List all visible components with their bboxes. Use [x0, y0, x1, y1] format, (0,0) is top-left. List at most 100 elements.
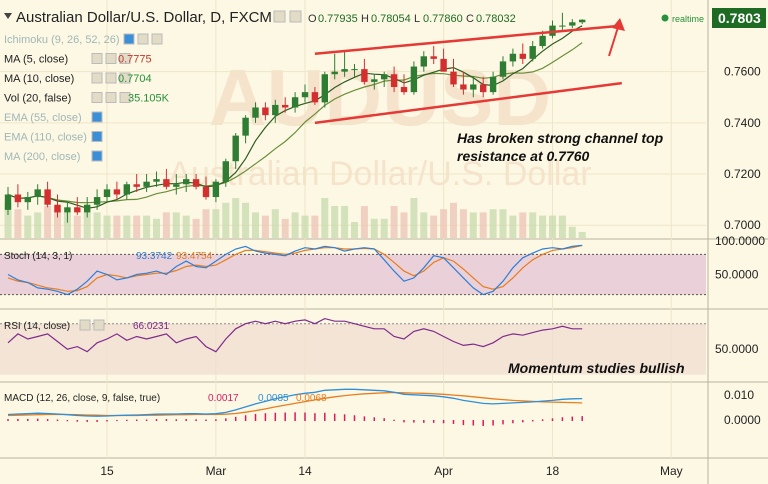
volume-bar	[34, 212, 42, 238]
candle-body	[14, 194, 22, 203]
low-value: 0.77860	[423, 13, 463, 25]
channel-layer	[314, 24, 622, 125]
volume-bar	[341, 206, 349, 238]
stoch-tick-label: 100.0000	[715, 234, 765, 248]
candle-body	[291, 97, 299, 108]
candle-body	[222, 161, 229, 182]
candle-body	[381, 74, 388, 80]
legend-visibility-icon[interactable]	[123, 33, 135, 45]
up-arrow-line	[608, 23, 620, 57]
volume-bar	[232, 198, 240, 238]
candle-body	[579, 19, 586, 23]
legend-label: MA (10, close)	[4, 73, 74, 85]
legend-settings-icon[interactable]	[105, 53, 117, 64]
volume-bar	[162, 212, 170, 238]
volume-bar	[24, 215, 32, 238]
volume-bar	[440, 209, 448, 238]
volume-bar	[469, 212, 477, 238]
legend-visibility-icon[interactable]	[91, 92, 103, 103]
volume-bar	[54, 209, 61, 238]
stoch-k-line	[7, 244, 583, 296]
candle-body	[460, 84, 467, 90]
close-label: C	[466, 13, 474, 25]
volume-bar	[63, 212, 71, 238]
volume-bar	[291, 212, 299, 238]
legend-row-ma5: MA (5, close) 0.7775	[4, 53, 152, 66]
volume-bar	[113, 215, 121, 238]
volume-bar	[509, 215, 517, 238]
candle-body	[331, 71, 338, 75]
volume-bar	[400, 212, 408, 238]
candle-body	[74, 207, 81, 213]
price-tick-label: 0.7200	[724, 167, 761, 181]
legend-settings-icon[interactable]	[105, 92, 117, 103]
legend-label: EMA (110, close)	[4, 132, 87, 144]
candle-body	[4, 194, 12, 210]
candle-body	[153, 179, 160, 182]
candle-body	[321, 74, 328, 103]
collapse-arrow-icon[interactable]	[4, 13, 12, 19]
legend-row-ema55: EMA (55, close)	[4, 111, 103, 124]
legend-close-icon[interactable]	[119, 53, 131, 64]
candle-body	[192, 179, 200, 187]
rsi-line	[7, 317, 583, 353]
volume-bar	[301, 215, 309, 238]
candle-body	[84, 204, 91, 213]
macd-label: MACD (12, 26, close, 9, false, true)	[4, 393, 160, 404]
volume-bar	[479, 212, 487, 238]
candle-body	[282, 104, 289, 108]
macd-tick-label: 0.010	[724, 388, 754, 402]
time-tick-label: May	[660, 464, 683, 478]
volume-bar	[182, 215, 190, 238]
legend-close-icon[interactable]	[119, 92, 131, 103]
volume-bar	[93, 212, 101, 238]
volume-bar	[380, 218, 388, 238]
stoch-d-line	[7, 244, 583, 292]
price-tick-label: 0.7600	[724, 65, 761, 79]
pane-layer	[0, 253, 706, 375]
candle-body	[133, 184, 140, 187]
candle-body	[232, 135, 239, 162]
legend-visibility-icon[interactable]	[91, 72, 103, 84]
volume-bar	[14, 209, 22, 238]
legend-settings-icon[interactable]	[137, 33, 149, 45]
volume-bar	[222, 202, 230, 238]
volume-bar	[529, 212, 537, 238]
legend-visibility-icon[interactable]	[91, 150, 103, 162]
legend-row-ema110: EMA (110, close)	[4, 131, 103, 144]
candle-body	[539, 35, 546, 47]
volume-bar	[410, 198, 418, 238]
legend-visibility-icon[interactable]	[91, 131, 103, 142]
rsi-band	[0, 323, 706, 375]
legend-close-icon[interactable]	[151, 33, 163, 45]
legend-settings-icon[interactable]	[105, 72, 117, 84]
legend-value: 0.7775	[118, 54, 152, 66]
candle-body	[212, 181, 220, 198]
legend-visibility-icon[interactable]	[91, 53, 103, 64]
settings-icon[interactable]	[273, 10, 286, 23]
macd-signal-value: 0.0068	[296, 393, 327, 404]
legend-label: MA (200, close)	[4, 151, 80, 163]
legend-close-icon[interactable]	[119, 72, 131, 84]
stoch-tick-label: 50.0000	[715, 268, 759, 282]
volume-bar	[143, 215, 151, 238]
candle-body	[34, 189, 41, 198]
candle-body	[202, 186, 210, 198]
volume-bar	[311, 215, 319, 238]
legend-row-vol: Vol (20, false) 35.105K	[4, 92, 170, 105]
rsi-close-icon[interactable]	[93, 319, 105, 331]
candle-body	[341, 69, 348, 72]
volume-bar	[331, 206, 339, 238]
macd-value: 0.0085	[258, 393, 289, 404]
macd-hist-value: 0.0017	[208, 393, 239, 404]
close-value: 0.78032	[476, 13, 516, 25]
candle-body	[103, 189, 111, 198]
close-icon[interactable]	[289, 10, 302, 23]
rsi-settings-icon[interactable]	[79, 319, 91, 331]
time-tick-label: 14	[298, 464, 312, 478]
rsi-tick-label: 50.0000	[715, 342, 759, 356]
channel-top-line	[314, 24, 622, 55]
macd-line	[7, 388, 583, 417]
legend-visibility-icon[interactable]	[91, 111, 103, 123]
candle-body	[470, 84, 477, 90]
